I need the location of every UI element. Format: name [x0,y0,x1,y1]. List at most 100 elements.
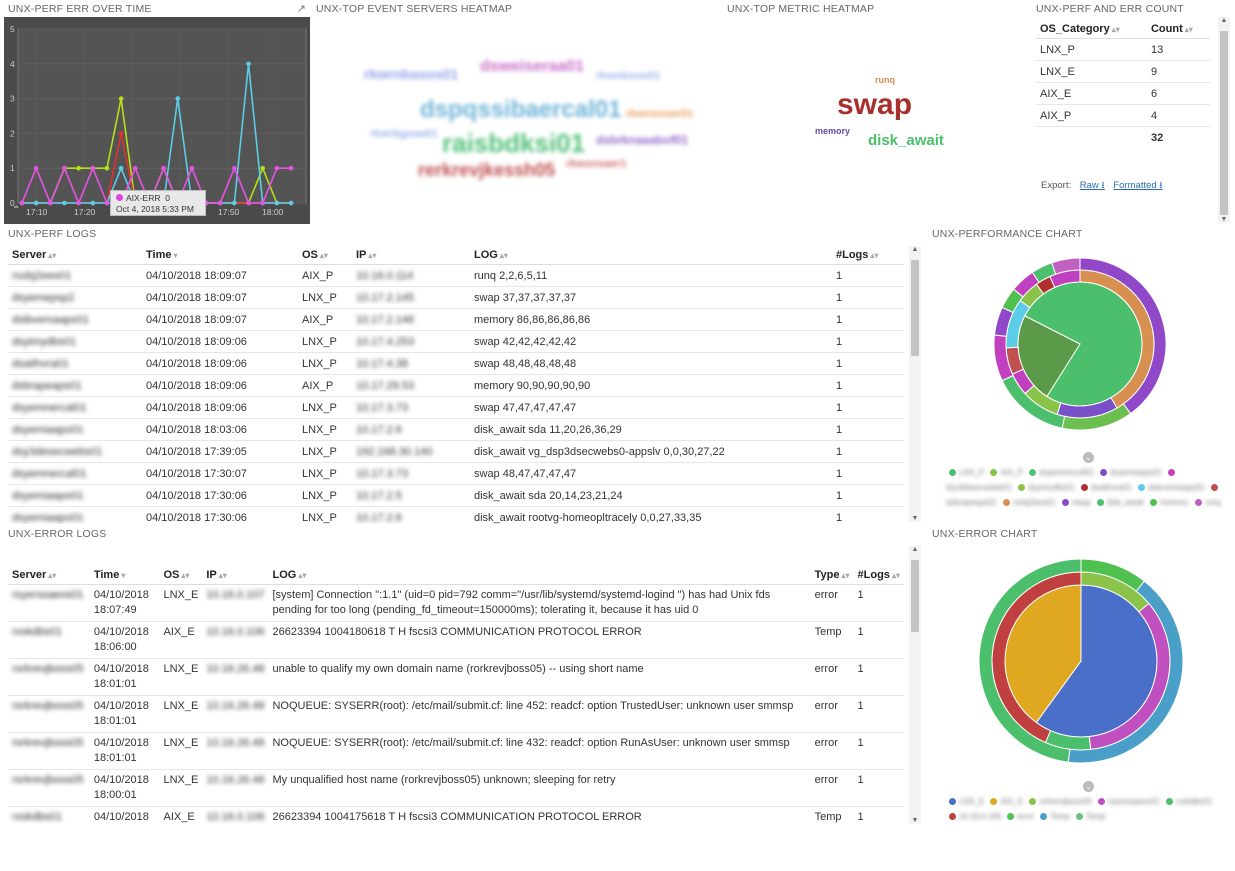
legend-item[interactable]: Temp [1037,812,1073,821]
legend-item[interactable]: rsyerssaeos01 [1095,797,1163,806]
legend-item[interactable]: swap [1059,498,1094,507]
data-point[interactable] [118,165,124,171]
legend-item[interactable]: runq [1192,498,1224,507]
legend-item[interactable]: dsyimydbs01 [1015,483,1078,492]
table-row[interactable]: dsyimydbs01 04/10/2018 18:09:06 LNX_P 10.17… [8,330,904,353]
data-point[interactable] [217,200,223,206]
col-log[interactable]: LOG ▴▾ [268,546,811,585]
col-time[interactable]: Time ▾ [89,546,160,585]
data-point[interactable] [232,165,237,171]
col-type[interactable]: Type ▴▾ [810,546,854,585]
metric-word-disk-await[interactable]: disk_await [868,132,944,149]
table-row[interactable]: rsrkrevjboss05 04/10/2018 18:01:01 LNX_E 10… [8,732,904,770]
cloud-word[interactable]: rerkrevjkessh05 [418,160,556,180]
cloud-word[interactable]: dspqssibaercal01 [420,96,622,123]
data-point[interactable] [246,200,251,206]
cloud-word[interactable]: raisbdksi01 [442,128,586,158]
cloud-word[interactable]: rkwnsoser01 [626,108,694,120]
data-point[interactable] [260,165,265,171]
data-point[interactable] [118,131,124,136]
col-log[interactable]: LOG ▴▾ [470,246,832,265]
metric-word-runq[interactable]: runq [875,75,895,85]
data-point[interactable] [62,200,67,206]
table-row[interactable]: dsyemnercal01 04/10/2018 17:30:07 LNX_P 10.… [8,462,904,485]
col-os[interactable]: OS ▴▾ [298,246,352,265]
table-row[interactable]: rsrkrevjboss05 04/10/2018 18:01:01 LNX_E 10… [8,695,904,733]
data-point[interactable] [19,200,25,206]
cloud-word[interactable]: dsweiseraa01 [480,58,585,75]
data-point[interactable] [76,165,81,171]
col-ip[interactable]: IP ▴▾ [202,546,269,585]
metric-word-memory[interactable]: memory [815,126,851,136]
table-row[interactable]: rsxbj2ees01 04/10/2018 18:09:07 AIX_P 10.16… [8,264,904,287]
data-point[interactable] [132,165,138,171]
data-point[interactable] [104,200,110,206]
expand-icon[interactable]: ↗ [296,3,306,15]
metric-word-swap[interactable]: swap [837,88,913,121]
data-point[interactable] [232,200,237,206]
data-point[interactable] [33,200,39,206]
table-row[interactable]: dsyemiaapo01 04/10/2018 18:03:06 LNX_P 10.1… [8,418,904,441]
data-point[interactable] [189,165,195,171]
legend-item[interactable]: error [1004,812,1037,821]
table-row[interactable]: dsbrapeaps01 04/10/2018 18:09:06 AIX_P 10.1… [8,374,904,397]
col-count[interactable]: Count ▴▾ [1146,20,1210,39]
data-point[interactable] [274,200,280,206]
legend-toggle-icon[interactable]: ⌄ [1083,452,1094,463]
col-logs[interactable]: #Logs ▴▾ [832,246,904,265]
legend-item[interactable]: LNX_P [946,468,987,477]
data-point[interactable] [90,165,96,171]
data-point[interactable] [76,200,81,206]
legend-item[interactable]: AIX_P [987,468,1026,477]
table-row[interactable]: dsyemnercal01 04/10/2018 18:09:06 LNX_P 10.… [8,396,904,419]
legend-item[interactable]: memory [1147,498,1192,507]
table-row[interactable]: dsaithvra01 04/10/2018 18:09:06 LNX_P 10.17… [8,352,904,375]
table-row[interactable]: rxskdbs01 04/10/2018 18:06:00 AIX_E 10.16.0… [8,621,904,659]
legend-item[interactable]: dsaithvra01 [1078,483,1135,492]
legend-item[interactable]: LNX_E [946,797,987,806]
col-ip[interactable]: IP ▴▾ [352,246,470,265]
legend-item[interactable]: 10.16.0.106 [946,812,1004,821]
collapse-caret-icon[interactable]: ⌃ [12,205,21,216]
data-point[interactable] [161,165,166,171]
sunburst-segment[interactable] [978,558,1082,763]
cloud-word[interactable]: rkwrbgnaa01 [370,128,438,140]
legend-item[interactable]: AIX_E [987,797,1026,806]
data-point[interactable] [118,96,124,101]
error-sunburst-chart[interactable] [976,556,1186,766]
legend-item[interactable]: Temp [1073,812,1109,821]
perf-logs-scrollbar[interactable]: ▲ ▼ [909,246,921,522]
legend-item[interactable]: rorkrevjboss05 [1026,797,1094,806]
col-logs[interactable]: #Logs ▴▾ [853,546,904,585]
legend-item[interactable]: disk_await [1094,498,1147,507]
col-server[interactable]: Server ▴▾ [8,546,90,585]
export-formatted-link[interactable]: Formatted ⭳ [1113,180,1163,191]
export-raw-link[interactable]: Raw ⭳ [1079,180,1105,191]
data-point[interactable] [104,165,110,171]
error-logs-scrollbar[interactable]: ▲ ▼ [909,546,921,824]
data-point[interactable] [90,200,96,206]
legend-item[interactable]: dsbrvemaaps01 [1135,483,1208,492]
cloud-word[interactable]: rkwnbsoo01 [596,70,661,82]
sunburst-segment[interactable] [1051,257,1081,275]
data-point[interactable] [33,165,39,171]
table-row[interactable]: dsyemiaapo01 04/10/2018 17:30:06 LNX_P 10.1… [8,484,904,507]
table-row[interactable]: dsyemiaapo01 04/10/2018 17:30:06 LNX_P 10.1… [8,506,904,524]
col-server[interactable]: Server ▴▾ [8,246,142,265]
legend-item[interactable]: dsbrapeaps01 [946,483,1221,507]
col-os-category[interactable]: OS_Category ▴▾ [1036,20,1147,39]
performance-sunburst-chart[interactable] [990,254,1170,434]
legend-item[interactable]: dsy3desecwebs01 [946,468,1178,492]
data-point[interactable] [246,61,251,67]
data-point[interactable] [274,165,280,171]
cloud-word[interactable]: rkwsnsaer1 [566,158,627,170]
data-point[interactable] [48,200,53,206]
cloud-word[interactable]: dsbrknaaabof01 [596,133,689,147]
legend-item[interactable]: rsxbj2ees01 [1000,498,1059,507]
table-row[interactable]: rsyerssaeos01 04/10/2018 18:07:49 LNX_E 10.… [8,584,904,622]
legend-toggle-icon[interactable]: ⌄ [1083,781,1094,792]
count-scrollbar[interactable]: ▲ ▼ [1218,17,1230,223]
legend-item[interactable]: dsyemiaapo01 [1097,468,1165,477]
col-os[interactable]: OS ▴▾ [159,546,203,585]
